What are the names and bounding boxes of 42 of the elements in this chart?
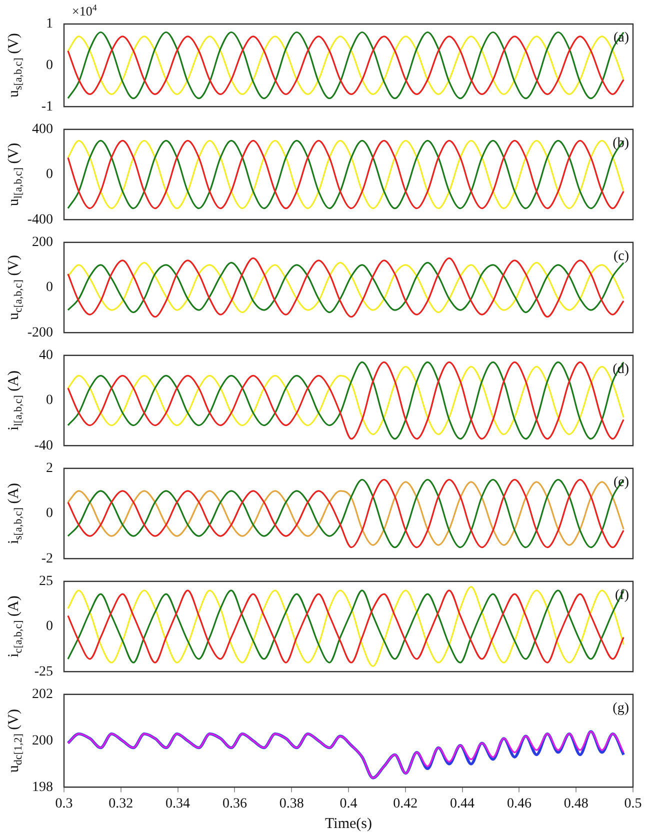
y-tick-label: 1 (46, 16, 53, 32)
y-axis-title: us[a,b,c] (V) (6, 33, 24, 98)
y-tick-label: 0 (46, 506, 53, 522)
x-tick-label: 0.32 (108, 796, 134, 812)
y-tick-label: -2 (41, 551, 53, 566)
y-tick-label: 400 (32, 122, 53, 138)
y-axis-title: il[a,b,c] (A) (6, 370, 24, 430)
y-axis-title: uc[a,b,c] (V) (6, 254, 24, 320)
y-tick-label: 202 (32, 687, 53, 702)
y-tick-label: -1 (41, 99, 53, 114)
y-tick-label: 25 (39, 574, 53, 590)
x-tick-label: 0.5 (624, 796, 642, 812)
y-axis-title: is[a,b,c] (A) (6, 482, 24, 544)
x-tick-label: 0.48 (564, 796, 588, 812)
x-tick-label: 0.36 (222, 796, 247, 812)
y-tick-label: 0 (46, 58, 53, 73)
y-tick-label: 0 (46, 393, 53, 408)
y-axis-title: ic[a,b,c] (A) (6, 596, 24, 658)
y-axis-title: ul[a,b,c] (V) (6, 142, 24, 206)
x-tick-label: 0.42 (393, 796, 418, 812)
x-tick-label: 0.44 (450, 796, 475, 812)
x-tick-label: 0.34 (166, 796, 190, 812)
x-axis-title: Time(s) (325, 816, 372, 832)
x-tick-label: 0.46 (506, 796, 532, 812)
x-tick-label: 0.4 (340, 796, 358, 812)
y-tick-label: -400 (27, 212, 53, 228)
y-tick-label: 200 (32, 235, 53, 250)
y-tick-label: -200 (27, 325, 53, 340)
x-tick-label: 0.38 (279, 796, 304, 812)
y-tick-label: 198 (32, 780, 53, 795)
y-tick-label: 200 (32, 733, 53, 748)
y-tick-label: 40 (39, 348, 53, 364)
y-tick-label: 0 (46, 619, 53, 634)
y-tick-label: -40 (34, 438, 53, 454)
annotation: (g) (612, 701, 630, 716)
x-tick-label: 0.3 (55, 796, 73, 812)
y-tick-label: 0 (46, 280, 53, 296)
y-tick-label: -25 (34, 664, 53, 680)
y-axis-title: udc[1,2] (V) (6, 709, 24, 773)
annotation: (c) (613, 249, 630, 264)
y-tick-label: 0 (46, 167, 53, 182)
y-tick-label: 2 (46, 461, 53, 476)
